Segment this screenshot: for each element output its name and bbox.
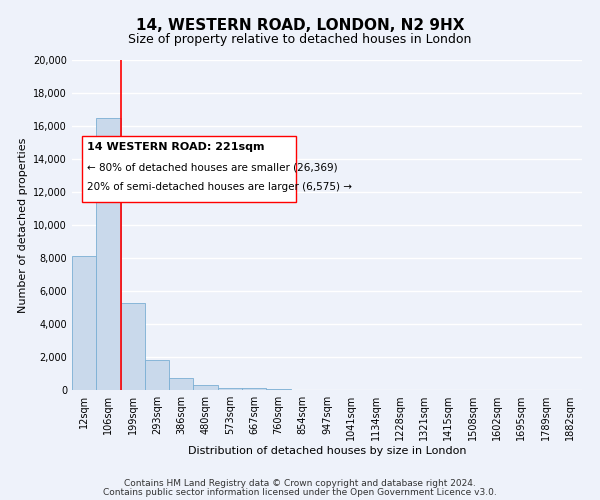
Bar	[242, 388, 266, 390]
Text: Contains public sector information licensed under the Open Government Licence v3: Contains public sector information licen…	[103, 488, 497, 497]
Text: ← 80% of detached houses are smaller (26,369): ← 80% of detached houses are smaller (26…	[88, 162, 338, 172]
Bar	[193, 386, 218, 390]
Text: 20% of semi-detached houses are larger (6,575) →: 20% of semi-detached houses are larger (…	[88, 182, 352, 192]
Bar	[145, 360, 169, 390]
Text: 14 WESTERN ROAD: 221sqm: 14 WESTERN ROAD: 221sqm	[88, 142, 265, 152]
Bar	[266, 389, 290, 390]
Bar	[72, 256, 96, 390]
Bar	[121, 302, 145, 390]
X-axis label: Distribution of detached houses by size in London: Distribution of detached houses by size …	[188, 446, 466, 456]
Text: 14, WESTERN ROAD, LONDON, N2 9HX: 14, WESTERN ROAD, LONDON, N2 9HX	[136, 18, 464, 32]
Text: Contains HM Land Registry data © Crown copyright and database right 2024.: Contains HM Land Registry data © Crown c…	[124, 479, 476, 488]
Bar	[218, 388, 242, 390]
Bar	[96, 118, 121, 390]
Text: Size of property relative to detached houses in London: Size of property relative to detached ho…	[128, 32, 472, 46]
Bar	[169, 378, 193, 390]
FancyBboxPatch shape	[82, 136, 296, 202]
Y-axis label: Number of detached properties: Number of detached properties	[18, 138, 28, 312]
